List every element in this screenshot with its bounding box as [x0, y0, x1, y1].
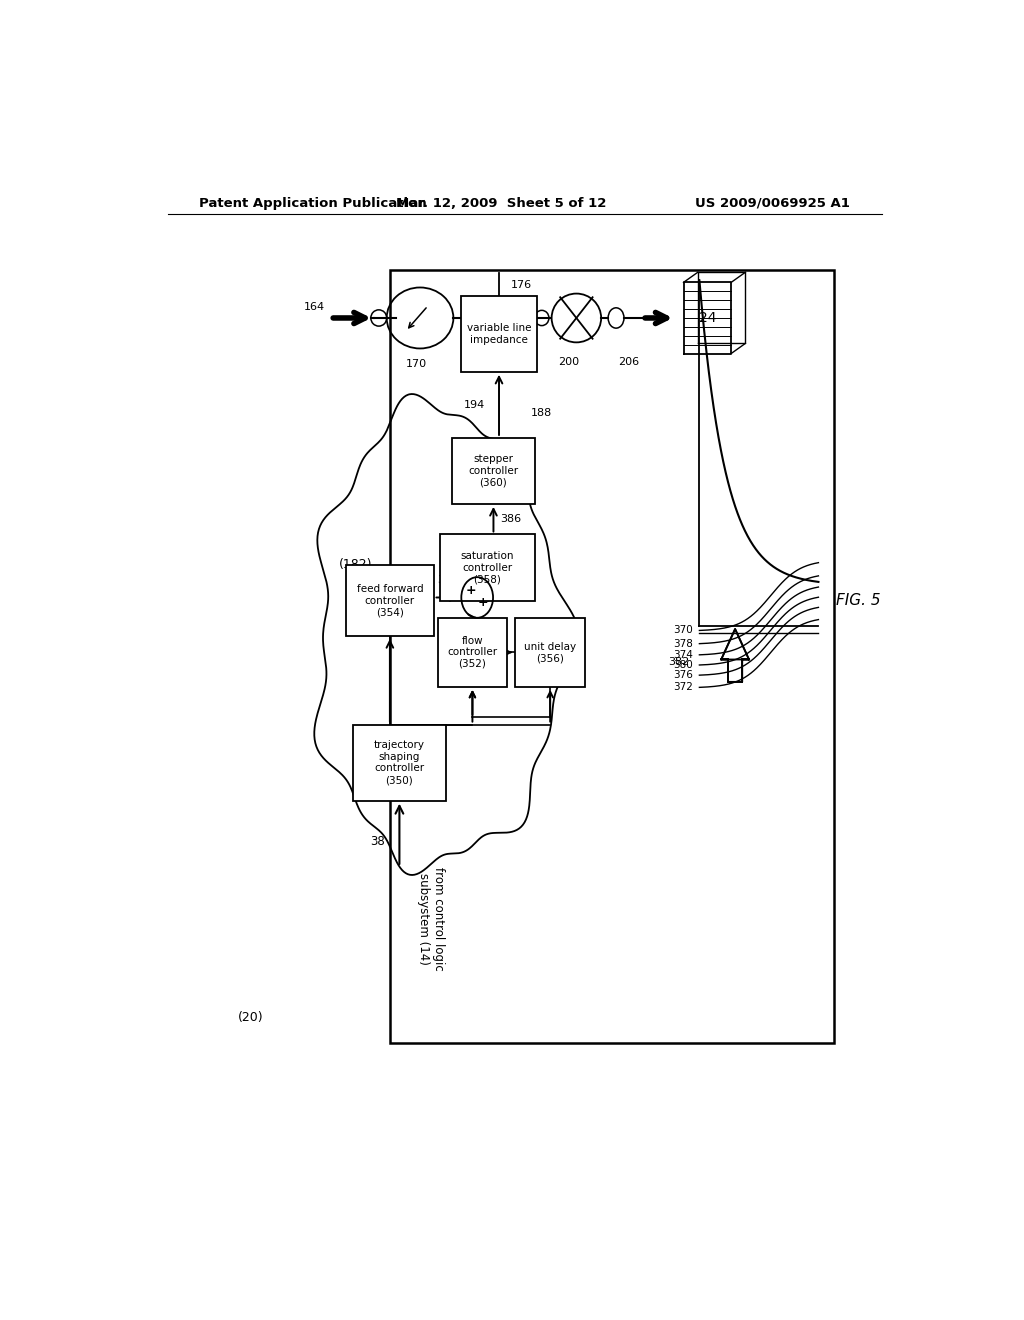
Text: Patent Application Publication: Patent Application Publication: [200, 197, 427, 210]
Text: 370: 370: [674, 626, 693, 635]
FancyBboxPatch shape: [390, 271, 835, 1043]
Text: 376: 376: [673, 671, 693, 680]
Text: (182): (182): [339, 558, 373, 572]
Text: 176: 176: [511, 280, 532, 290]
Text: stepper
controller
(360): stepper controller (360): [468, 454, 518, 487]
FancyBboxPatch shape: [346, 565, 433, 636]
Text: trajectory
shaping
controller
(350): trajectory shaping controller (350): [374, 741, 425, 785]
FancyBboxPatch shape: [515, 618, 585, 686]
Text: 206: 206: [618, 356, 640, 367]
Text: variable line
impedance: variable line impedance: [467, 323, 531, 345]
Text: 164: 164: [304, 302, 326, 312]
Text: 200: 200: [558, 356, 579, 367]
Text: 188: 188: [530, 408, 552, 417]
Text: 384: 384: [437, 576, 459, 585]
Text: 382: 382: [669, 656, 690, 667]
Text: 372: 372: [673, 682, 693, 693]
Text: 374: 374: [673, 649, 693, 660]
Text: +: +: [477, 597, 488, 609]
Text: 378: 378: [673, 639, 693, 648]
Text: FIG. 5: FIG. 5: [836, 593, 881, 609]
Text: 380: 380: [674, 660, 693, 671]
Text: US 2009/0069925 A1: US 2009/0069925 A1: [695, 197, 850, 210]
Text: +: +: [466, 583, 476, 597]
FancyBboxPatch shape: [461, 296, 537, 372]
Text: flow
controller
(352): flow controller (352): [447, 636, 498, 669]
Text: unit delay
(356): unit delay (356): [524, 642, 577, 663]
Polygon shape: [721, 660, 749, 682]
Text: Mar. 12, 2009  Sheet 5 of 12: Mar. 12, 2009 Sheet 5 of 12: [396, 197, 606, 210]
FancyBboxPatch shape: [440, 535, 536, 601]
Text: saturation
controller
(358): saturation controller (358): [461, 550, 514, 585]
Text: from control logic
subsystem (14): from control logic subsystem (14): [417, 867, 445, 970]
FancyBboxPatch shape: [352, 725, 446, 801]
Text: 194: 194: [464, 400, 484, 411]
Text: 38: 38: [371, 836, 385, 847]
Text: 24: 24: [698, 312, 716, 325]
Text: 170: 170: [406, 359, 427, 368]
FancyBboxPatch shape: [437, 618, 507, 686]
Text: (20): (20): [239, 1011, 264, 1024]
Text: 386: 386: [500, 515, 521, 524]
FancyBboxPatch shape: [452, 438, 536, 504]
Text: feed forward
controller
(354): feed forward controller (354): [356, 583, 423, 618]
